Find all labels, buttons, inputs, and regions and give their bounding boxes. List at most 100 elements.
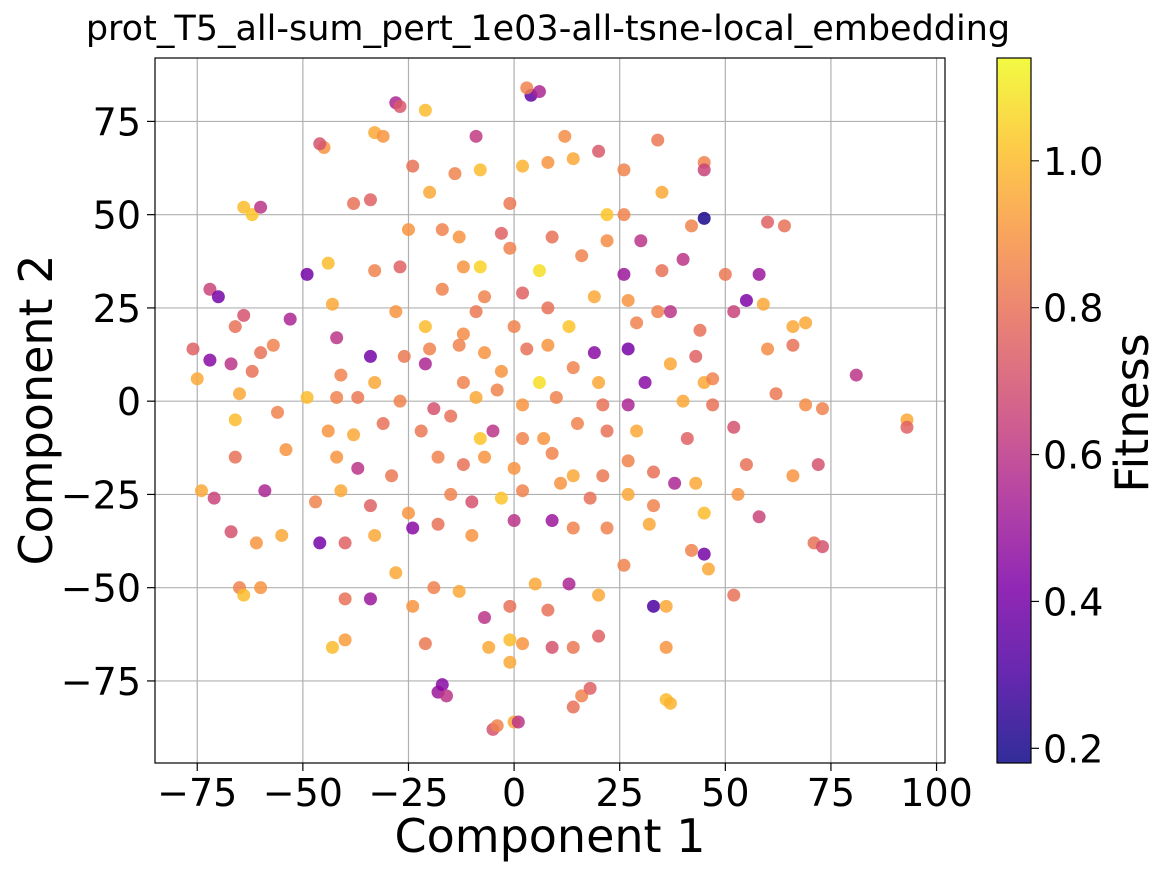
scatter-point (507, 461, 521, 475)
scatter-point (520, 81, 534, 95)
scatter-point (478, 611, 492, 625)
scatter-point (600, 234, 614, 248)
chart-title: prot_T5_all-sum_pert_1e03-all-tsne-local… (86, 9, 1010, 49)
scatter-point (249, 536, 263, 550)
scatter-point (245, 208, 259, 222)
scatter-point (478, 450, 492, 464)
scatter-point (685, 543, 699, 557)
scatter-point (338, 633, 352, 647)
scatter-point (363, 499, 377, 513)
scatter-point (676, 394, 690, 408)
scatter-point (583, 491, 597, 505)
scatter-point (456, 376, 470, 390)
scatter-point (478, 346, 492, 360)
scatter-point (444, 487, 458, 501)
scatter-point (554, 476, 568, 490)
scatter-point (697, 211, 711, 225)
scatter-point (545, 230, 559, 244)
scatter-point (532, 85, 546, 99)
scatter-point (439, 689, 453, 703)
scatter-point (511, 715, 525, 729)
scatter-point (545, 446, 559, 460)
scatter-point (815, 402, 829, 416)
scatter-point (630, 424, 644, 438)
scatter-point (465, 528, 479, 542)
scatter-point (452, 230, 466, 244)
scatter-point (401, 223, 415, 237)
scatter-point (659, 640, 673, 654)
scatter-point (651, 305, 665, 319)
scatter-point (642, 517, 656, 531)
scatter-point (849, 368, 863, 382)
scatter-point (237, 588, 251, 602)
scatter-point (777, 219, 791, 233)
scatter-point (630, 316, 644, 330)
scatter-point (363, 592, 377, 606)
scatter-point (592, 376, 606, 390)
scatter-point (478, 290, 492, 304)
scatter-point (186, 342, 200, 356)
y-tick-label: 50 (93, 194, 141, 238)
scatter-point (537, 431, 551, 445)
scatter-point (575, 249, 589, 263)
scatter-point (203, 282, 217, 296)
y-tick-label: 75 (93, 100, 141, 144)
scatter-point (465, 495, 479, 509)
scatter-point (368, 376, 382, 390)
scatter-point (194, 484, 208, 498)
colorbar-tick-label: 1.0 (1043, 140, 1103, 184)
y-tick-label: −25 (61, 473, 141, 517)
scatter-point (596, 398, 610, 412)
scatter-point (283, 312, 297, 326)
scatter-point (516, 484, 530, 498)
scatter-point (516, 286, 530, 300)
scatter-point (494, 491, 508, 505)
scatter-point (592, 588, 606, 602)
scatter-point (423, 185, 437, 199)
scatter-point (368, 528, 382, 542)
scatter-point (190, 372, 204, 386)
scatter-point (566, 152, 580, 166)
y-tick-label: 25 (93, 287, 141, 331)
scatter-point (418, 103, 432, 117)
scatter-point (570, 417, 584, 431)
scatter-point (351, 461, 365, 475)
scatter-point (621, 293, 635, 307)
scatter-point (435, 678, 449, 692)
scatter-point (566, 640, 580, 654)
colorbar-label: Fitness (1105, 333, 1159, 492)
scatter-point (389, 566, 403, 580)
scatter-point (815, 540, 829, 554)
colorbar-ticks: 0.2 0.4 0.6 0.8 1.0 (1031, 140, 1103, 771)
scatter-point (617, 267, 631, 281)
scatter-point (321, 424, 335, 438)
scatter-point (393, 260, 407, 274)
scatter-point (532, 264, 546, 278)
scatter-point (309, 495, 323, 509)
scatter-point (406, 599, 420, 613)
scatter-point (224, 357, 238, 371)
scatter-point (739, 458, 753, 472)
scatter-point (279, 443, 293, 457)
scatter-point (689, 349, 703, 363)
scatter-point (562, 320, 576, 334)
scatter-point (668, 476, 682, 490)
scatter-point (592, 629, 606, 643)
scatter-point (313, 536, 327, 550)
scatter-point (486, 424, 500, 438)
scatter-point (761, 215, 775, 229)
y-tick-label: −50 (61, 567, 141, 611)
x-tick-label: −50 (263, 771, 343, 815)
scatter-point (503, 599, 517, 613)
colorbar (996, 57, 1032, 764)
scatter-point (761, 342, 775, 356)
scatter-point (368, 264, 382, 278)
scatter-point (516, 398, 530, 412)
scatter-point (752, 510, 766, 524)
scatter-point (473, 431, 487, 445)
scatter-point (706, 372, 720, 386)
scatter-point (431, 450, 445, 464)
scatter-point (469, 390, 483, 404)
scatter-point (228, 450, 242, 464)
scatter-point (473, 260, 487, 274)
